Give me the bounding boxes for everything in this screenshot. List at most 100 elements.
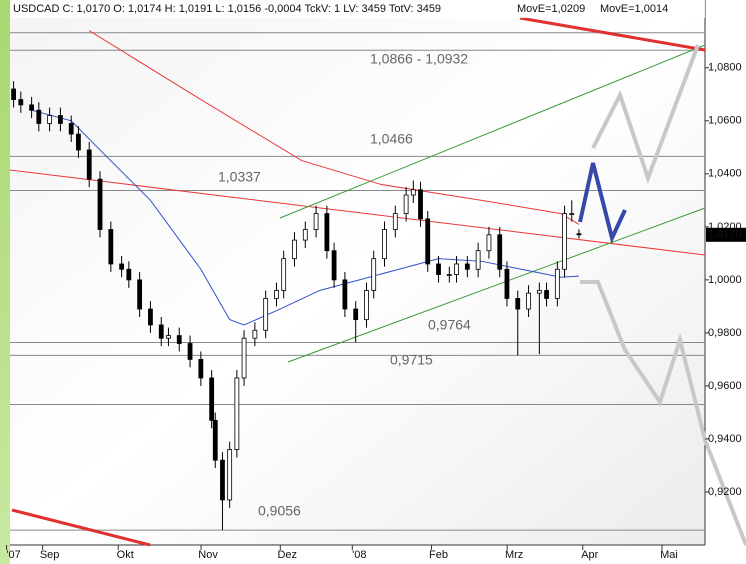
header-bg (10, 0, 705, 18)
candle-body (464, 263, 470, 270)
candle-body (576, 233, 582, 236)
candle-body (554, 268, 560, 299)
candle-body (382, 229, 387, 260)
candle-body (126, 268, 132, 281)
candle-body (198, 359, 204, 379)
candle-body (18, 99, 24, 106)
red-marker-bottom (11, 508, 151, 547)
y-tick-label: 1,0600 (708, 115, 742, 127)
candle-body (371, 258, 377, 291)
header: USDCAD C: 1,0170 O: 1,0174 H: 1,0191 L: … (13, 3, 441, 15)
candle-body (137, 279, 143, 310)
price-marker (706, 227, 746, 242)
candle-body (281, 258, 287, 291)
candle-body (425, 218, 431, 265)
candle-body (47, 115, 53, 124)
channel-lower (287, 207, 706, 363)
candle-body (263, 298, 269, 331)
level-label: 1,0866 - 1,0932 (370, 51, 468, 67)
side-stripe (0, 0, 10, 564)
candle-body (342, 279, 348, 310)
candle-body (241, 337, 247, 379)
x-tick-label: Feb (429, 549, 448, 561)
x-tick-label: '07 (6, 549, 20, 561)
candle-body (392, 213, 398, 230)
level-label: 1,0466 (370, 131, 413, 147)
candle-body (544, 290, 549, 299)
candle-body (148, 308, 153, 326)
x-tick-label: Apr (581, 549, 598, 561)
moving-average (88, 30, 580, 225)
candle-body (76, 133, 81, 151)
candle-body (302, 229, 308, 241)
level-label: 0,9764 (428, 317, 471, 333)
candle-body (36, 109, 42, 124)
candle-body (403, 194, 409, 214)
trend-line (9, 169, 706, 256)
candle-body (353, 308, 359, 321)
candle-body (176, 335, 182, 344)
candle-body (475, 250, 481, 270)
candle-body (292, 239, 297, 260)
candle-body (212, 419, 218, 461)
candle-body (446, 274, 452, 276)
candle-body (569, 213, 575, 215)
x-tick-label: '08 (352, 549, 366, 561)
projection-up (591, 44, 700, 184)
candle-body (454, 263, 459, 275)
y-tick-label: 1,0400 (708, 168, 742, 180)
candle-body (324, 213, 330, 252)
candle-body (209, 377, 215, 421)
x-tick-label: Mai (660, 549, 678, 561)
red-marker-top (519, 16, 706, 52)
price-marker-label: 1,0170 (708, 229, 742, 241)
candle-body (166, 335, 171, 339)
projection-down (580, 280, 746, 546)
candle-body (410, 189, 416, 196)
candle-body (418, 189, 423, 220)
y-tick-label: 0,9600 (708, 380, 742, 392)
candle-body (11, 88, 17, 100)
candle-body (252, 329, 258, 339)
candle-body (187, 343, 193, 360)
candle-body (97, 178, 103, 230)
candle-body (504, 268, 510, 299)
channel-upper (279, 44, 706, 219)
x-tick-label: Dez (277, 549, 297, 561)
candle-body (158, 324, 164, 339)
x-tick-label: Nov (198, 549, 218, 561)
candle-body (29, 104, 35, 111)
candle-body (227, 449, 233, 501)
x-tick-label: Mrz (505, 549, 523, 561)
candle-body (234, 377, 240, 450)
ma-label: MovE=1,0014 (600, 3, 668, 15)
candle-body (436, 263, 441, 275)
candle-body (108, 229, 114, 265)
candle-body (331, 250, 337, 281)
candle-body (515, 298, 521, 310)
candle-body (364, 290, 369, 321)
candle-body (86, 149, 92, 180)
candle-body (536, 290, 542, 294)
candle-body (68, 123, 74, 135)
x-tick-label: Sep (40, 549, 60, 561)
x-tick-label: Okt (117, 549, 134, 561)
y-tick-label: 1,0800 (708, 62, 742, 74)
ma-label: MovE=1,0209 (517, 3, 585, 15)
level-label: 0,9715 (390, 352, 433, 368)
projection-blue (578, 162, 627, 244)
candle-body (497, 234, 503, 270)
level-label: 1,0337 (218, 169, 261, 185)
candle-body (119, 263, 125, 270)
y-tick-label: 0,9400 (708, 433, 742, 445)
candle-body (486, 234, 492, 252)
y-tick-label: 0,9200 (708, 486, 742, 498)
candle-body (220, 459, 225, 501)
candle-body (562, 213, 567, 270)
level-label: 0,9056 (258, 503, 301, 519)
candle-body (313, 213, 319, 230)
candle-body (274, 290, 279, 299)
plot-area (10, 0, 705, 545)
candle-body (526, 292, 531, 310)
